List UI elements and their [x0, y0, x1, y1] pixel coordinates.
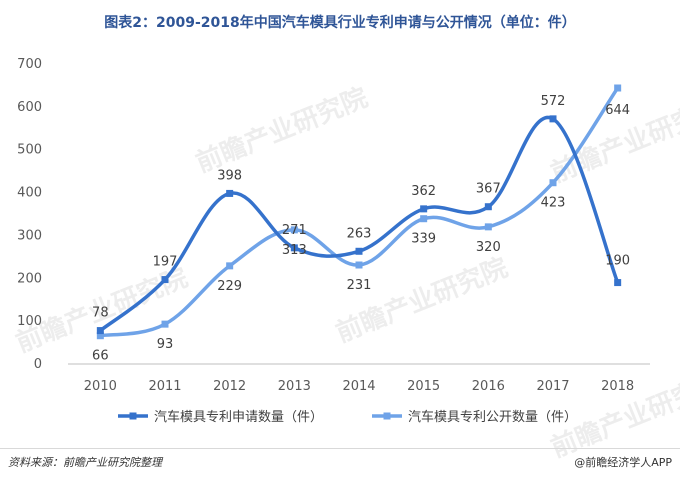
- data-label: 362: [411, 184, 436, 199]
- data-point: [420, 205, 428, 213]
- x-tick-label: 2016: [472, 379, 505, 394]
- y-tick-label: 0: [34, 357, 42, 372]
- data-point: [161, 276, 169, 284]
- x-tick-label: 2014: [342, 379, 375, 394]
- legend-label-1: 汽车模具专利申请数量（件）: [154, 409, 323, 425]
- legend-label-2: 汽车模具专利公开数量（件）: [408, 409, 577, 425]
- x-tick-label: 2011: [148, 379, 181, 394]
- data-point: [549, 179, 557, 187]
- data-label: 339: [411, 232, 436, 247]
- data-point: [355, 247, 363, 255]
- data-label: 271: [282, 223, 307, 238]
- data-label: 320: [476, 240, 501, 255]
- x-tick-label: 2018: [601, 379, 634, 394]
- y-tick-label: 200: [17, 271, 42, 286]
- x-tick-label: 2010: [84, 379, 117, 394]
- data-point: [549, 115, 557, 123]
- x-tick-label: 2015: [407, 379, 440, 394]
- data-label: 398: [217, 168, 242, 183]
- data-point: [290, 244, 298, 252]
- data-point: [290, 226, 298, 234]
- data-label: 93: [157, 337, 174, 352]
- y-tick-label: 600: [17, 100, 42, 115]
- data-label: 190: [605, 254, 630, 269]
- data-point: [614, 279, 622, 287]
- series-line-2: [100, 87, 620, 338]
- data-point: [96, 332, 104, 340]
- footer-divider: [0, 448, 680, 449]
- data-point: [484, 203, 492, 211]
- data-point: [420, 215, 428, 223]
- data-point: [161, 320, 169, 328]
- data-label: 367: [476, 182, 501, 197]
- data-label: 66: [92, 349, 109, 364]
- legend-marker-2: [383, 412, 391, 420]
- data-point: [226, 189, 234, 197]
- line-chart: 0 100 200 300 400 500 600 700 2010 2011 2012 2013 20…: [17, 57, 650, 425]
- y-tick-label: 700: [17, 57, 42, 72]
- y-tick-label: 300: [17, 228, 42, 243]
- data-label: 423: [541, 196, 566, 211]
- y-tick-label: 500: [17, 143, 42, 158]
- legend-marker-1: [129, 412, 137, 420]
- data-label: 197: [153, 255, 178, 270]
- data-label: 78: [92, 306, 109, 321]
- data-point: [226, 262, 234, 270]
- data-label: 572: [541, 94, 566, 109]
- x-tick-label: 2013: [278, 379, 311, 394]
- data-point: [614, 84, 622, 92]
- data-label: 313: [282, 243, 307, 258]
- y-tick-label: 100: [17, 314, 42, 329]
- data-point: [355, 261, 363, 269]
- data-label: 644: [605, 103, 630, 118]
- data-label: 263: [347, 226, 372, 241]
- data-label: 231: [347, 278, 372, 293]
- source-note: 资料来源：前瞻产业研究院整理: [8, 456, 162, 469]
- brand-note: @前瞻经济学人APP: [574, 456, 672, 469]
- series-line-1: [99, 115, 620, 332]
- x-tick-label: 2017: [536, 379, 569, 394]
- chart-title: 图表2：2009-2018年中国汽车模具行业专利申请与公开情况（单位：件）: [104, 15, 576, 31]
- data-point: [96, 327, 104, 335]
- data-point: [484, 223, 492, 231]
- x-tick-label: 2012: [213, 379, 246, 394]
- y-tick-label: 400: [17, 186, 42, 201]
- data-label: 229: [217, 279, 242, 294]
